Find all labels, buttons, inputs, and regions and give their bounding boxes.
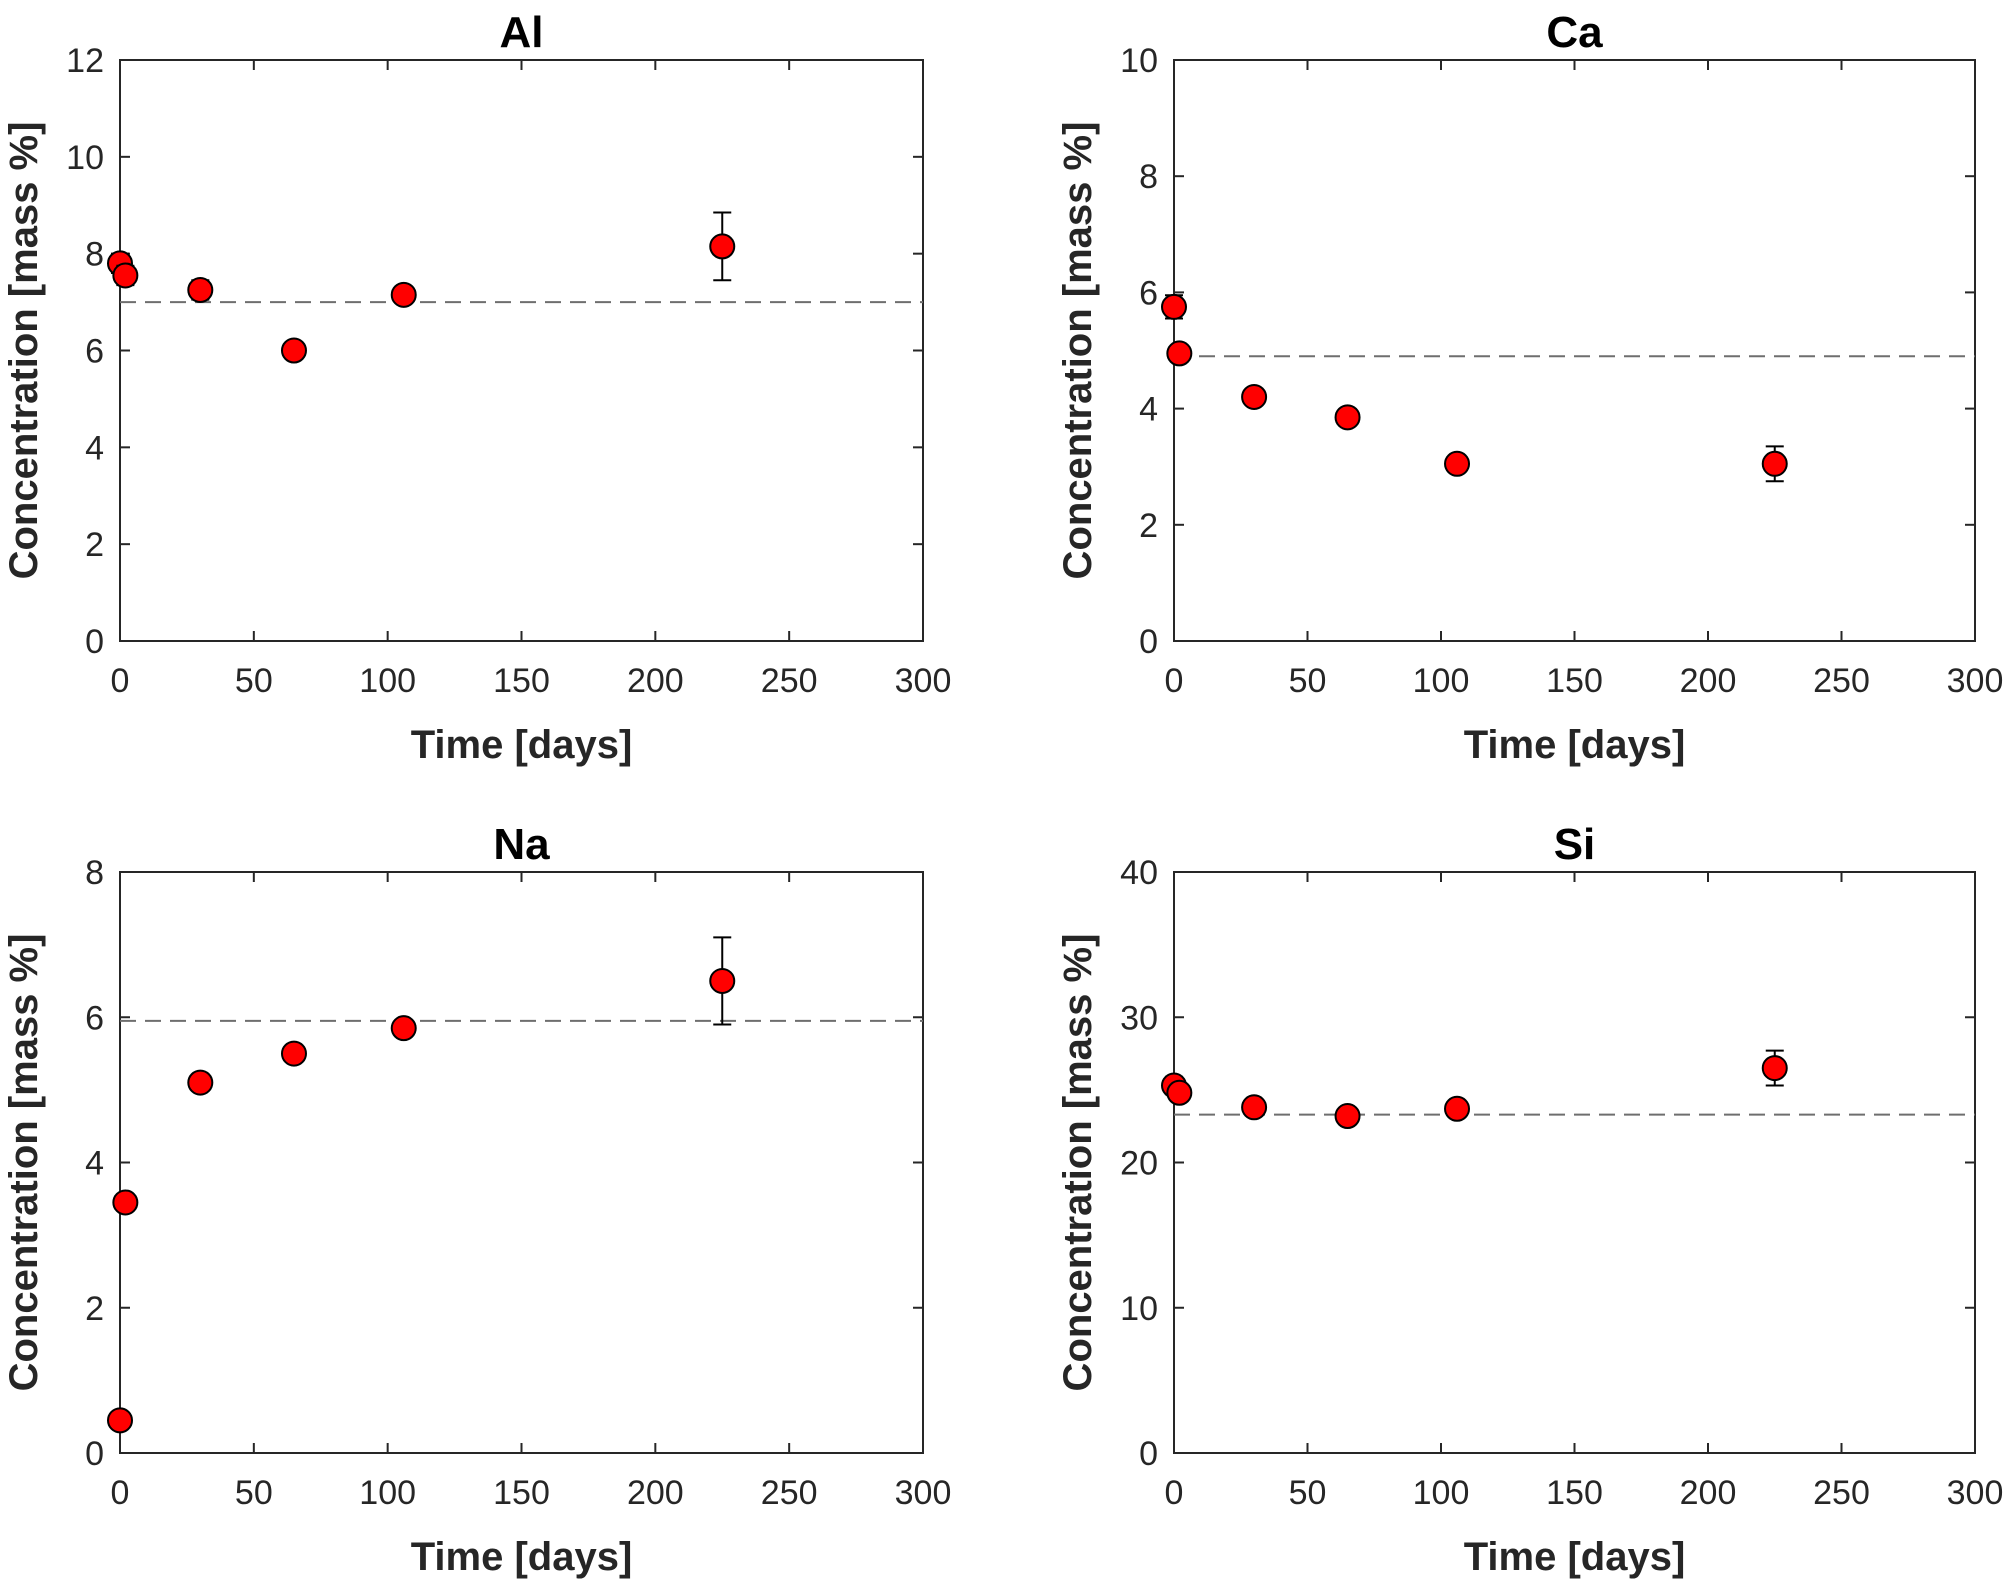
x-tick-label: 200 — [1680, 662, 1737, 700]
x-axis-label: Time [days] — [1464, 1535, 1686, 1579]
y-tick-label: 0 — [85, 1435, 104, 1473]
data-point — [1444, 450, 1471, 477]
data-point — [280, 337, 307, 364]
y-tick-label: 6 — [1139, 274, 1158, 312]
x-tick-label: 250 — [1813, 662, 1870, 700]
chart-panel-ca: 0 50 100 150 200 250 300 0 2 4 6 8 10 Ca Time [days] Co… — [1056, 8, 2003, 767]
chart-panel-na: 0 50 100 150 200 250 300 0 2 4 6 8 Na Time [days] Conc… — [2, 820, 951, 1579]
y-tick-label: 0 — [85, 623, 104, 661]
x-axis-label: Time [days] — [411, 1535, 633, 1579]
y-tick-label: 10 — [1120, 42, 1158, 80]
x-tick-label: 50 — [235, 662, 273, 700]
y-tick-label: 10 — [1120, 1290, 1158, 1328]
data-point — [1161, 293, 1187, 320]
data-point — [1761, 450, 1788, 477]
x-tick-label: 250 — [761, 662, 818, 700]
y-tick-label: 6 — [85, 333, 104, 371]
x-tick-label: 50 — [235, 1474, 273, 1512]
chart-title: Si — [1554, 820, 1596, 869]
data-point — [1166, 340, 1193, 367]
y-axis-label: Concentration [mass %] — [2, 122, 46, 580]
y-tick-label: 2 — [85, 1290, 104, 1328]
x-tick-label: 200 — [627, 1474, 684, 1512]
y-tick-label: 0 — [1139, 1435, 1158, 1473]
y-tick-label: 2 — [1139, 507, 1158, 545]
data-point — [709, 967, 736, 994]
chart-title: Al — [500, 8, 544, 57]
x-tick-label: 0 — [111, 1474, 130, 1512]
y-tick-label: 0 — [1139, 623, 1158, 661]
y-tick-label: 2 — [85, 526, 104, 564]
y-axis-label: Concentration [mass %] — [1056, 934, 1100, 1392]
x-tick-label: 250 — [1813, 1474, 1870, 1512]
x-tick-label: 300 — [1947, 662, 2004, 700]
chart-panel-al: 0 50 100 150 200 250 300 0 2 4 6 8 10 12 Al Time [days]… — [2, 8, 951, 767]
data-point — [390, 281, 417, 308]
x-tick-label: 50 — [1289, 1474, 1327, 1512]
x-tick-label: 250 — [761, 1474, 818, 1512]
data-point — [107, 1407, 133, 1434]
data-point — [112, 1189, 139, 1216]
y-axis-label: Concentration [mass %] — [2, 934, 46, 1392]
x-tick-label: 150 — [493, 662, 550, 700]
y-tick-label: 8 — [1139, 158, 1158, 196]
y-tick-label: 40 — [1120, 854, 1158, 892]
data-point — [280, 1040, 307, 1067]
data-point — [1241, 383, 1268, 410]
data-point — [1761, 1055, 1788, 1082]
data-point — [1444, 1095, 1471, 1122]
y-tick-label: 8 — [85, 854, 104, 892]
x-tick-label: 150 — [493, 1474, 550, 1512]
y-tick-label: 4 — [85, 429, 104, 467]
plot-area-frame — [119, 871, 924, 1454]
y-tick-label: 20 — [1120, 1145, 1158, 1183]
chart-title: Na — [493, 820, 550, 869]
x-tick-label: 0 — [1165, 662, 1184, 700]
y-tick-label: 8 — [85, 236, 104, 274]
x-tick-label: 100 — [1413, 1474, 1470, 1512]
y-tick-label: 10 — [66, 139, 104, 177]
x-tick-label: 300 — [1947, 1474, 2004, 1512]
data-point — [1241, 1094, 1268, 1121]
data-point — [112, 262, 139, 289]
x-tick-label: 0 — [111, 662, 130, 700]
x-axis-label: Time [days] — [411, 723, 633, 767]
x-tick-label: 150 — [1546, 662, 1603, 700]
y-tick-label: 12 — [66, 42, 104, 80]
x-tick-label: 150 — [1546, 1474, 1603, 1512]
plot-area-frame — [119, 59, 924, 642]
x-tick-label: 100 — [359, 662, 416, 700]
x-axis-label: Time [days] — [1464, 723, 1686, 767]
y-tick-label: 4 — [1139, 391, 1158, 429]
x-tick-label: 200 — [627, 662, 684, 700]
x-tick-label: 100 — [359, 1474, 416, 1512]
data-point — [390, 1015, 417, 1042]
y-tick-label: 4 — [85, 1145, 104, 1183]
data-point — [1334, 404, 1361, 431]
x-tick-label: 0 — [1165, 1474, 1184, 1512]
data-point — [187, 1069, 214, 1096]
x-tick-label: 50 — [1289, 662, 1327, 700]
plot-area-frame — [1173, 871, 1976, 1454]
x-tick-label: 100 — [1413, 662, 1470, 700]
y-tick-label: 6 — [85, 999, 104, 1037]
chart-title: Ca — [1546, 8, 1603, 57]
plot-area-frame — [1173, 59, 1976, 642]
data-point — [709, 233, 736, 260]
y-tick-label: 30 — [1120, 999, 1158, 1037]
data-point — [187, 276, 214, 303]
data-point — [1334, 1103, 1361, 1130]
data-point — [1166, 1079, 1193, 1106]
chart-panel-si: 0 50 100 150 200 250 300 0 10 20 30 40 Si Time [days]… — [1056, 820, 2003, 1579]
x-tick-label: 200 — [1680, 1474, 1737, 1512]
x-tick-label: 300 — [895, 662, 952, 700]
x-tick-label: 300 — [895, 1474, 952, 1512]
y-axis-label: Concentration [mass %] — [1056, 122, 1100, 580]
